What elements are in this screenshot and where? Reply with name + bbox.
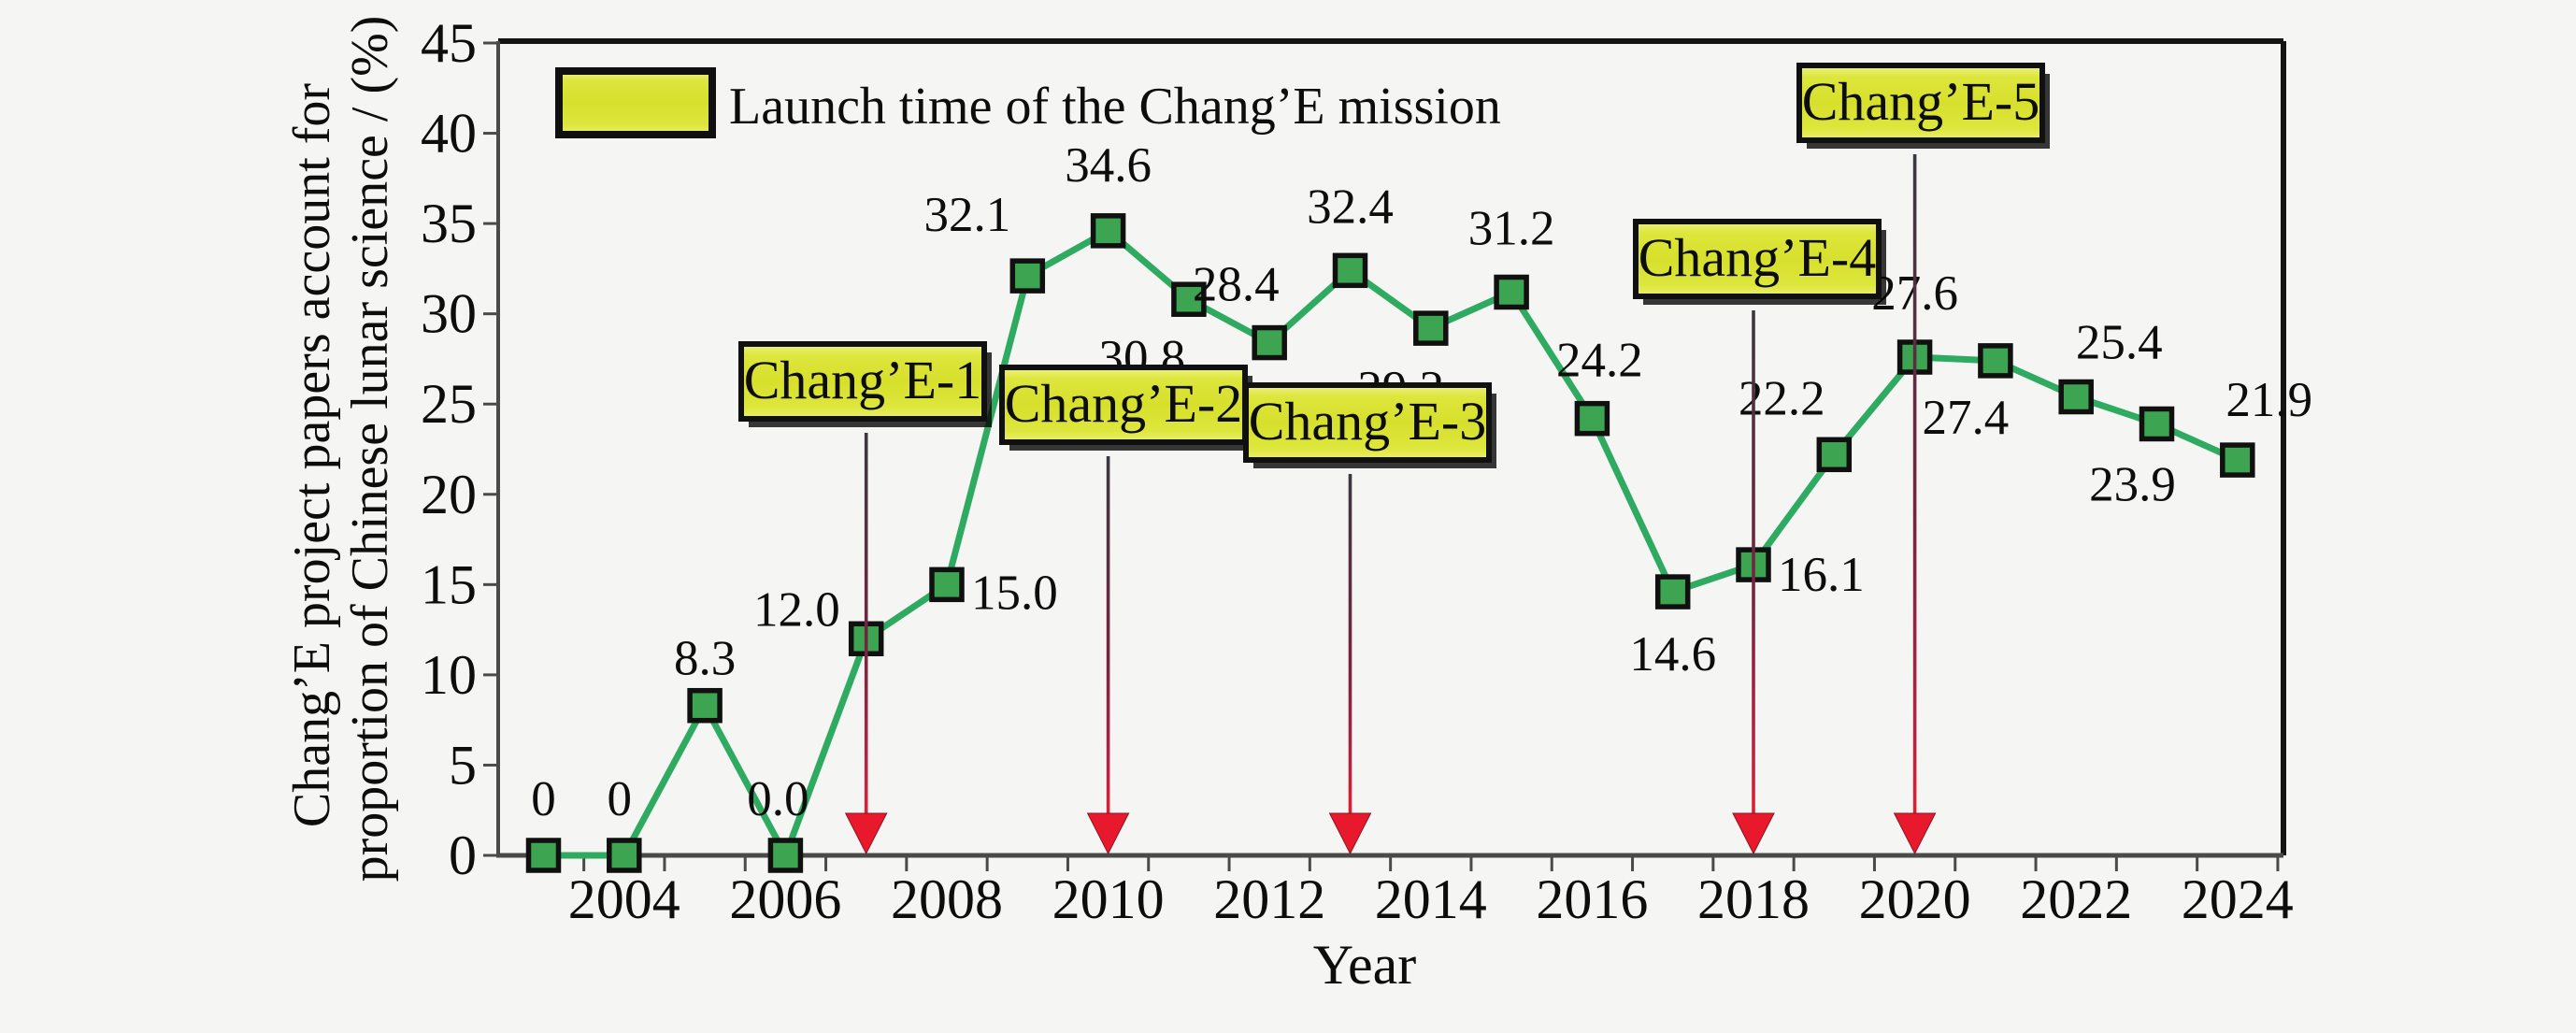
mission-label-box [1796,63,2045,143]
data-point-marker [1090,213,1126,249]
data-point-label: 14.6 [1629,627,1716,681]
data-point-marker [1009,258,1046,294]
y-tick-label: 30 [421,283,477,345]
data-point-marker [1816,437,1853,473]
mission-arrow-head [1732,812,1775,855]
data-point-label: 12.0 [753,582,840,637]
data-point-marker [1332,252,1368,289]
series-line [540,227,2241,859]
x-axis-title: Year [1313,934,1417,996]
y-axis-title-line1: Chang’E project papers account for [283,83,341,827]
data-point-label: 28.4 [1193,258,1280,312]
data-point-label: 15.0 [971,566,1058,620]
data-point-label: 24.2 [1556,334,1643,388]
y-tick-label: 35 [421,193,477,254]
data-point-label: 0 [531,772,556,826]
x-tick-label: 2006 [729,868,841,930]
mission-arrow-head [1328,812,1372,855]
x-tick-label: 2016 [1536,868,1648,930]
y-tick-label: 15 [421,553,477,615]
mission-label: Chang’E-5 [1802,71,2040,132]
mission-label-box [1633,219,1882,299]
mission-arrow-shaft [1106,456,1110,815]
data-point-marker [1494,274,1529,310]
mission-arrow-shaft [1348,474,1352,815]
data-point-label: 32.1 [924,188,1011,242]
y-axis-title-line2: proportion of Chinese lunar science / (%… [341,16,399,882]
mission-label-box [738,341,987,422]
data-point-label: 22.2 [1739,371,1825,425]
data-point-label: 0 [608,772,633,826]
y-tick-label: 20 [421,464,477,525]
series-layer: 008.30.012.015.032.134.630.828.432.429.2… [525,138,2312,873]
x-tick-label: 2022 [2020,868,2132,930]
x-tick-label: 2010 [1052,868,1165,930]
legend-swatch [555,67,716,138]
y-tick-label: 0 [449,825,477,886]
mission-label: Chang’E-4 [1639,227,1877,288]
data-point-label: 21.9 [2225,373,2312,427]
data-point-marker [2220,442,2255,478]
data-point-marker [1171,281,1207,317]
data-point-marker [2139,406,2175,442]
data-point-marker [767,838,804,873]
mission-arrow-head [1086,812,1130,855]
mission-label-box [1243,382,1492,463]
legend-label: Launch time of the Chang’E mission [729,78,1501,136]
legend: Launch time of the Chang’E mission [555,67,1501,138]
data-point-label: 32.4 [1307,179,1394,234]
x-tick-label: 2014 [1375,868,1487,930]
data-point-marker [687,687,723,724]
data-point-marker [525,838,562,873]
x-tick-label: 2008 [891,868,1003,930]
y-tick-label: 25 [421,373,477,435]
data-point-label: 34.6 [1065,138,1152,193]
data-point-label: 31.2 [1468,201,1555,255]
data-point-marker [1574,400,1610,437]
mission-arrow-shaft [864,433,868,815]
mission-label: Chang’E-2 [1005,373,1243,434]
mission-label: Chang’E-3 [1249,391,1487,452]
data-point-marker [1654,574,1691,610]
mission-label-box [999,365,1248,445]
data-point-marker [2058,379,2094,415]
data-point-label: 23.9 [2089,457,2176,511]
data-point-marker [1413,310,1449,346]
data-point-label: 25.4 [2076,315,2163,369]
mission-arrow-head [844,812,888,855]
data-point-marker [1978,343,2013,379]
data-point-marker [607,838,642,873]
y-axis-title: Chang’E project papers account for propo… [283,16,399,882]
x-tick-label: 2024 [2182,868,2294,930]
data-point-label: 27.4 [1923,391,2010,445]
x-tick-label: 2004 [568,868,680,930]
y-tick-label: 45 [421,12,477,74]
y-tick-label: 10 [421,644,477,706]
data-point-label: 8.3 [674,632,736,686]
y-tick-label: 40 [421,103,477,165]
mission-arrow-head [1893,812,1937,855]
x-tick-label: 2020 [1859,868,1971,930]
axes-layer: 2004 2006 2008 2010 2012 2014 2016 2018 2020 2022… [421,12,2294,930]
data-point-marker [1252,324,1287,361]
mission-arrow-shaft [1912,154,1917,815]
data-point-label: 16.1 [1778,548,1865,602]
data-point-label: 0.0 [747,772,809,826]
y-tick-label: 5 [449,734,477,796]
mission-label: Chang’E-1 [744,350,982,410]
mission-arrow-shaft [1752,310,1755,815]
x-tick-label: 2012 [1213,868,1325,930]
x-tick-label: 2018 [1697,868,1810,930]
data-point-marker [929,567,965,603]
annotation-layer: Chang’E-1 Chang’E-2 Chang’E-3 Chang’E-4 Chan… [738,63,2050,855]
